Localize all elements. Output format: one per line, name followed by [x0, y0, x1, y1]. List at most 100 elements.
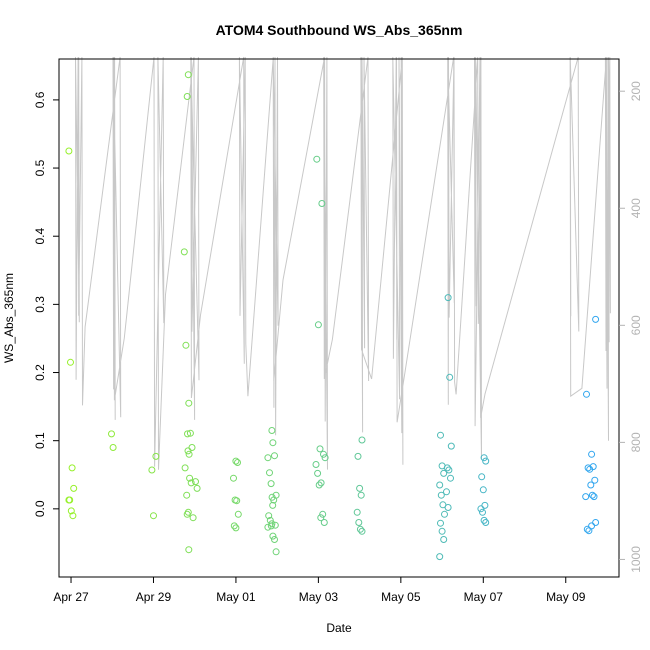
data-point — [589, 463, 597, 471]
data-point — [438, 527, 446, 535]
data-point — [271, 521, 279, 529]
x-tick-label: May 07 — [464, 590, 504, 604]
data-point — [184, 71, 192, 79]
y2-tick-label: 200 — [629, 81, 643, 101]
data-point — [184, 447, 192, 455]
data-point — [185, 546, 193, 554]
y-tick-label: 0.3 — [33, 296, 47, 313]
data-point — [232, 524, 240, 532]
data-point — [180, 248, 188, 256]
y2-tick-label: 600 — [629, 315, 643, 335]
x-axis: Apr 27 Apr 29 May 01 May 03 May 05 May 07 May … — [53, 576, 586, 604]
y2-tick-label: 800 — [629, 432, 643, 452]
data-point — [355, 519, 363, 526]
data-point — [182, 341, 190, 349]
data-point — [319, 510, 327, 518]
data-point — [313, 155, 321, 163]
data-point — [186, 474, 194, 482]
data-point — [234, 510, 242, 518]
data-point — [108, 430, 115, 438]
data-point — [582, 493, 590, 501]
data-point — [480, 516, 488, 524]
data-point — [69, 512, 77, 520]
data-point — [270, 496, 278, 504]
data-point — [152, 452, 160, 460]
data-point — [264, 523, 272, 531]
data-point — [67, 507, 75, 515]
data-point — [356, 525, 364, 533]
y-axis-label: WS_Abs_365nm — [2, 273, 16, 363]
data-point — [183, 510, 191, 518]
data-point — [269, 439, 277, 447]
data-point — [440, 469, 448, 477]
data-point — [68, 464, 76, 472]
x-axis-label: Date — [326, 621, 352, 635]
data-point — [316, 445, 324, 453]
data-point — [317, 514, 325, 522]
y-tick-label: 0.2 — [33, 364, 47, 381]
data-point — [358, 527, 366, 535]
y2-axis: 200 400 600 800 1000 — [619, 81, 643, 573]
data-point — [70, 484, 78, 492]
y2-tick-label: 400 — [629, 198, 643, 218]
data-point — [436, 553, 444, 561]
data-point — [321, 454, 329, 462]
data-point — [584, 464, 592, 472]
data-point — [588, 491, 596, 499]
data-point — [269, 532, 277, 540]
data-point — [233, 497, 241, 505]
data-point — [184, 430, 191, 438]
data-point — [192, 478, 199, 486]
data-point — [356, 484, 364, 492]
chart-title: ATOM4 Southbound WS_Abs_365nm — [216, 22, 463, 38]
y-tick-label: 0.6 — [33, 91, 47, 108]
data-point — [234, 459, 241, 466]
data-point — [441, 510, 448, 518]
x-tick-label: May 09 — [546, 590, 586, 604]
data-point — [591, 476, 599, 484]
data-point — [588, 522, 596, 530]
data-point — [437, 519, 444, 527]
data-point — [183, 93, 191, 100]
data-point — [445, 466, 453, 474]
data-point — [447, 442, 455, 450]
data-point — [320, 450, 327, 458]
data-point — [443, 464, 451, 472]
data-point — [185, 399, 193, 407]
data-point — [109, 444, 117, 451]
data-point — [440, 536, 448, 543]
data-point — [353, 508, 361, 516]
data-point — [446, 373, 454, 381]
data-point — [181, 464, 189, 472]
data-point — [186, 429, 194, 437]
plot-frame — [58, 58, 620, 578]
data-point — [320, 519, 328, 526]
data-point — [232, 457, 240, 465]
y-tick-label: 0.0 — [33, 500, 47, 517]
data-point — [588, 450, 596, 458]
data-point — [482, 519, 490, 526]
data-points — [65, 71, 600, 561]
data-point — [357, 491, 365, 499]
data-point — [354, 452, 362, 460]
data-point — [188, 444, 196, 451]
data-point — [264, 454, 272, 462]
x-tick-label: May 05 — [381, 590, 421, 604]
data-point — [183, 491, 191, 499]
x-tick-label: May 01 — [216, 590, 256, 604]
data-point — [67, 358, 74, 366]
data-point — [482, 457, 490, 465]
data-point — [65, 496, 73, 504]
trace-layer — [75, 56, 611, 470]
data-point — [230, 522, 238, 530]
x-tick-label: May 03 — [299, 590, 339, 604]
data-point — [583, 525, 591, 533]
data-point — [230, 474, 237, 482]
y2-tick-label: 1000 — [629, 546, 643, 573]
data-point — [185, 450, 193, 458]
data-point — [315, 481, 323, 489]
data-point — [271, 536, 278, 543]
data-point — [65, 147, 73, 155]
data-point — [479, 508, 486, 516]
